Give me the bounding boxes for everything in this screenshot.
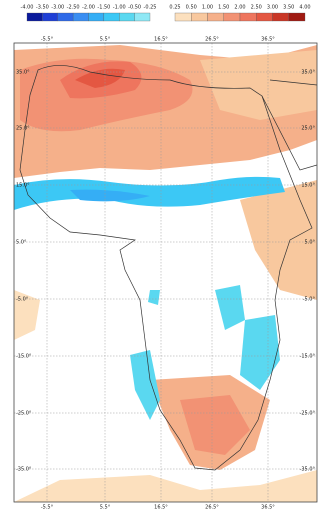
cool-region: [70, 189, 150, 202]
map-frame: [13, 42, 318, 503]
longitude-label: 36.5°: [261, 37, 275, 43]
colorbar-swatch: [72, 12, 89, 22]
colorbar-label: 3.50: [283, 5, 294, 11]
colorbar-swatch: [288, 12, 306, 22]
longitude-label: 26.5°: [205, 505, 219, 511]
colorbar-label: -3.00: [51, 5, 64, 11]
colorbar-label: 2.50: [251, 5, 262, 11]
latitude-label: 5.0°: [305, 240, 316, 246]
latitude-label: -35.0°: [300, 467, 316, 473]
longitude-label: 5.5°: [100, 505, 111, 511]
colorbar-swatch: [191, 12, 208, 22]
colorbar-label: -4.00: [21, 5, 34, 11]
colorbar-label: 1.50: [218, 5, 229, 11]
latitude-label: -25.0°: [16, 411, 32, 417]
longitude-label: 26.5°: [205, 37, 219, 43]
colorbar-label: -2.50: [67, 5, 80, 11]
latitude-label: 15.0°: [301, 183, 315, 189]
latitude-label: 5.0°: [16, 240, 27, 246]
colorbar-swatch: [42, 12, 58, 22]
longitude-label: 16.5°: [154, 37, 168, 43]
colorbar-label: -3.50: [36, 5, 49, 11]
colorbar-label: 0.50: [186, 5, 197, 11]
colorbar-label: 4.00: [299, 5, 310, 11]
colorbar-swatch: [207, 12, 224, 22]
colorbar-swatch: [223, 12, 241, 22]
colorbar-swatch: [239, 12, 257, 22]
colorbar-label: 3.00: [267, 5, 278, 11]
colorbar-label: -0.50: [128, 5, 141, 11]
colorbar-swatch: [256, 12, 273, 22]
colorbar-label: 0.25: [169, 5, 180, 11]
colorbar-swatch: [174, 12, 192, 22]
colorbar-label: 2.00: [234, 5, 245, 11]
latitude-label: -25.0°: [300, 411, 316, 417]
warm-region: [180, 395, 250, 455]
latitude-label: 35.0°: [16, 70, 30, 76]
colorbar-swatch: [26, 12, 43, 22]
latitude-label: 35.0°: [301, 70, 315, 76]
colorbar-swatch: [57, 12, 74, 22]
latitude-label: 15.0°: [16, 183, 30, 189]
warm-region: [75, 68, 125, 88]
warm-region: [200, 50, 317, 120]
latitude-label: 25.0°: [16, 126, 30, 132]
colorbar-swatch: [88, 12, 105, 22]
longitude-label: 16.5°: [154, 505, 168, 511]
latitude-label: 25.0°: [301, 126, 315, 132]
longitude-label: -5.5°: [41, 505, 54, 511]
colorbar-label: -2.00: [82, 5, 95, 11]
colorbar-swatch: [103, 12, 120, 22]
latitude-label: -35.0°: [16, 467, 32, 473]
latitude-label: -15.0°: [16, 354, 32, 360]
warm-region: [14, 290, 317, 502]
latitude-label: -5.0°: [16, 297, 29, 303]
colorbar-label: -1.50: [97, 5, 110, 11]
cool-region: [130, 285, 280, 420]
colorbar-swatch: [134, 12, 151, 22]
longitude-label: 5.5°: [100, 37, 111, 43]
colorbar-label: -0.25: [144, 5, 157, 11]
longitude-label: 36.5°: [261, 505, 275, 511]
colorbar-swatch: [272, 12, 289, 22]
latitude-label: -5.0°: [303, 297, 316, 303]
colorbar-label: 1.00: [202, 5, 213, 11]
coastline: [261, 79, 317, 171]
longitude-label: -5.5°: [41, 37, 54, 43]
warm-region: [240, 180, 317, 300]
cool-region: [14, 176, 285, 210]
map-area: [13, 42, 318, 503]
colorbar-swatch: [119, 12, 135, 22]
graticule: [14, 43, 317, 502]
colorbar-label: -1.00: [113, 5, 126, 11]
latitude-label: -15.0°: [300, 354, 316, 360]
africa-coastline: [19, 65, 313, 471]
